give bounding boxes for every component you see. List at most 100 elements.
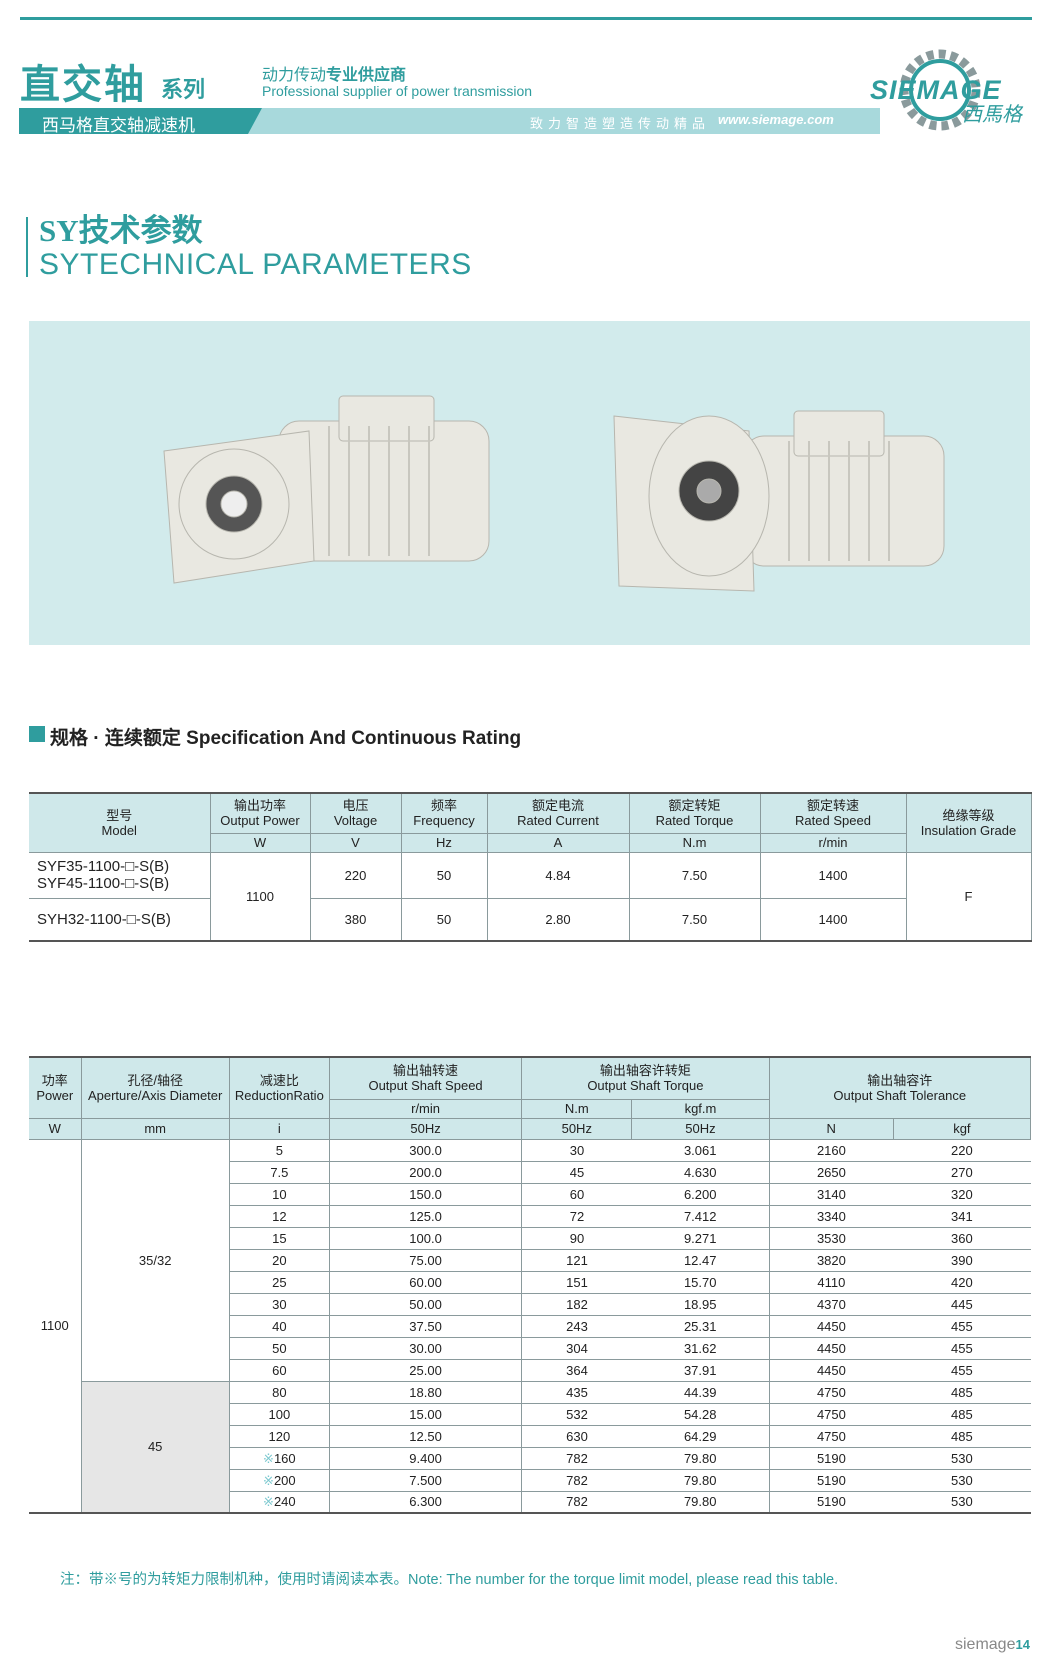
value-text: 151: [566, 1274, 588, 1290]
value-text: 25.00: [409, 1362, 442, 1378]
value: 150.0: [328, 1182, 522, 1206]
value-text: 50: [272, 1340, 287, 1356]
value: 31.62: [631, 1336, 770, 1360]
unit-header: 50Hz: [521, 1117, 633, 1140]
value-text: 3340: [816, 1208, 846, 1224]
value-text: 485: [951, 1406, 973, 1422]
value: 50.00: [328, 1292, 522, 1316]
value: 5: [228, 1138, 330, 1162]
value: 40: [228, 1314, 330, 1338]
column-header-text: Rated Current: [517, 813, 599, 829]
value-text: 390: [951, 1252, 973, 1268]
unit-header-text: mm: [144, 1121, 166, 1136]
value-text: 37.50: [409, 1318, 442, 1334]
value-text: 782: [566, 1450, 588, 1466]
value-text: 455: [951, 1362, 973, 1378]
logo-cn: 西馬格: [962, 104, 1022, 126]
value: 12: [228, 1204, 330, 1228]
tagline-cn-a: 动力传动: [262, 67, 327, 84]
value: 151: [521, 1270, 632, 1294]
column-header: 输出轴转速 Output Shaft Speed: [328, 1056, 523, 1100]
section-bar: [26, 217, 28, 277]
table-row: ※240 6.300 782 79.80 5190 530: [29, 1490, 1031, 1514]
value: 18.95: [631, 1292, 770, 1316]
value-text: 3.061: [683, 1142, 717, 1158]
value: 125.0: [328, 1204, 522, 1228]
value: 485: [893, 1380, 1031, 1404]
value-text: 30.00: [409, 1340, 442, 1356]
value-text: 1400: [818, 867, 848, 883]
value-text: 4.630: [683, 1164, 717, 1180]
value: 100: [228, 1402, 330, 1426]
value-text: 75.00: [409, 1252, 442, 1268]
unit-header: kgf: [892, 1117, 1032, 1140]
unit-header-text: N.m: [682, 835, 707, 850]
value: 782: [521, 1446, 632, 1470]
value: 9.400: [328, 1446, 522, 1470]
unit-header: N.m: [521, 1098, 633, 1119]
value: 341: [893, 1204, 1031, 1228]
header-title: 直交轴: [20, 63, 146, 107]
value: 30: [521, 1138, 632, 1162]
unit-header: Hz: [400, 832, 488, 853]
value-text: 60: [569, 1186, 585, 1202]
value: 6.200: [631, 1182, 770, 1206]
unit-header-text: W: [48, 1121, 61, 1136]
value-text: 100: [268, 1406, 291, 1422]
value: 4750: [768, 1380, 894, 1404]
column-header: 功率 Power: [29, 1056, 82, 1119]
value-text: 6.300: [409, 1494, 442, 1510]
value-text: 7.500: [409, 1472, 442, 1488]
value: 3530: [768, 1226, 894, 1250]
value: 1400: [759, 851, 907, 899]
value-text: 79.80: [683, 1494, 717, 1510]
column-header-text: Output Shaft Torque: [587, 1078, 704, 1094]
unit-header: mm: [80, 1117, 230, 1140]
value-text: 5190: [816, 1472, 846, 1488]
value-text: ※200: [263, 1472, 296, 1488]
model-text: SYH32-1100-□-S(B): [37, 910, 171, 928]
value: 7.50: [628, 897, 761, 942]
value-text: 1400: [818, 911, 848, 927]
star-mark: ※: [263, 1494, 274, 1510]
value: 50: [228, 1336, 330, 1360]
column-header-text: ReductionRatio: [234, 1087, 324, 1103]
value: 60.00: [328, 1270, 522, 1294]
value: 5190: [768, 1490, 894, 1514]
value: 10: [228, 1182, 330, 1206]
value-text: 455: [951, 1340, 973, 1356]
value-text: 380: [344, 911, 367, 927]
value: 5190: [768, 1468, 894, 1492]
value: 100.0: [328, 1226, 522, 1250]
column-header-text: Frequency: [413, 813, 475, 829]
value: 4.630: [631, 1160, 770, 1184]
unit-header-text: kgf.m: [684, 1101, 717, 1116]
value-text: 12.50: [409, 1428, 442, 1444]
value: 7.412: [631, 1204, 770, 1228]
value: 485: [893, 1402, 1031, 1426]
insulation: F: [905, 851, 1032, 942]
column-header: 输出轴容许 Output Shaft Tolerance: [768, 1056, 1032, 1119]
column-header-text: 输出轴转速: [393, 1063, 459, 1079]
column-header-text: Insulation Grade: [920, 822, 1017, 838]
power-text: 1100: [246, 888, 274, 904]
value-text: 485: [951, 1428, 973, 1444]
column-header: 孔径/轴径 Aperture/Axis Diameter: [80, 1056, 230, 1119]
value: 50: [400, 851, 488, 899]
header-band: [19, 108, 880, 134]
value: 782: [521, 1468, 632, 1492]
section-title-cn: SY技术参数: [39, 213, 203, 248]
value: 44.39: [631, 1380, 770, 1404]
value-text: 7.5: [270, 1164, 289, 1180]
power: 1100: [29, 1138, 82, 1514]
column-header-text: Model: [101, 822, 137, 838]
value-text: 300.0: [409, 1142, 442, 1158]
table-row: 40 37.50 243 25.31 4450 455: [29, 1314, 1031, 1338]
value: 45: [521, 1160, 632, 1184]
model-text: SYF45-1100-□-S(B): [37, 875, 170, 892]
value-text: 120: [268, 1428, 291, 1444]
value: 20: [228, 1248, 330, 1272]
value-text: 50: [436, 867, 452, 883]
unit-header: r/min: [329, 1098, 523, 1119]
